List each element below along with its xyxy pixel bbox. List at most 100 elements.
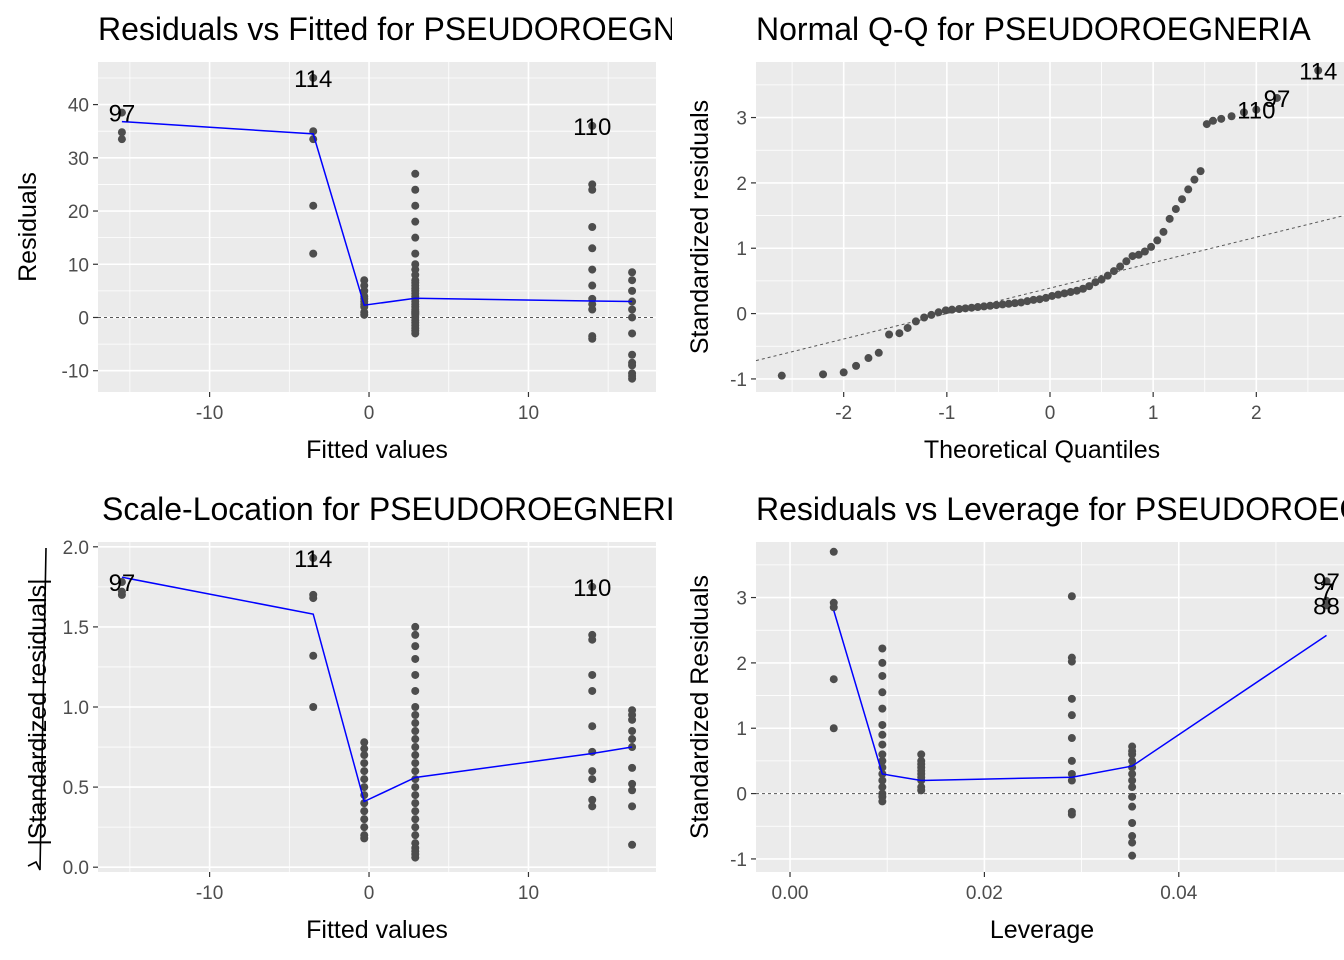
data-point bbox=[874, 348, 883, 357]
data-point bbox=[878, 671, 887, 680]
x-tick-label: 0 bbox=[364, 403, 375, 424]
data-point bbox=[1128, 851, 1137, 860]
data-point bbox=[411, 831, 420, 840]
x-tick-label: 0.02 bbox=[966, 883, 1003, 904]
data-point bbox=[1165, 214, 1174, 223]
data-point bbox=[878, 704, 887, 713]
data-point bbox=[411, 642, 420, 651]
data-point bbox=[360, 744, 369, 753]
data-point bbox=[309, 73, 318, 82]
data-point bbox=[411, 711, 420, 720]
data-point bbox=[1252, 105, 1261, 114]
data-point bbox=[917, 750, 926, 759]
data-point bbox=[1128, 838, 1137, 847]
data-point bbox=[588, 775, 597, 784]
data-point bbox=[628, 268, 637, 277]
data-point bbox=[411, 743, 420, 752]
smooth-line bbox=[833, 610, 1327, 782]
data-point bbox=[1190, 175, 1199, 184]
plot-area bbox=[756, 542, 1344, 872]
data-point bbox=[628, 727, 637, 736]
data-point bbox=[588, 670, 597, 679]
data-point bbox=[961, 304, 970, 313]
y-tick-label: 3 bbox=[736, 589, 747, 610]
gridlines bbox=[98, 62, 656, 392]
gridlines bbox=[756, 62, 1344, 392]
data-point bbox=[411, 185, 420, 194]
x-tick-label: -2 bbox=[835, 403, 852, 424]
data-point bbox=[411, 783, 420, 792]
data-point bbox=[309, 703, 318, 711]
x-tick-label: 1 bbox=[1148, 403, 1159, 424]
data-point bbox=[829, 724, 838, 733]
data-point bbox=[1217, 114, 1226, 123]
point-label: 114 bbox=[294, 546, 332, 573]
data-point bbox=[829, 603, 838, 612]
point-label: 110 bbox=[573, 575, 611, 602]
data-point bbox=[998, 300, 1007, 309]
data-point bbox=[917, 786, 926, 795]
data-point bbox=[1010, 299, 1019, 308]
data-point bbox=[878, 644, 887, 653]
data-point bbox=[1322, 601, 1331, 610]
data-point bbox=[1116, 262, 1125, 271]
data-point bbox=[986, 301, 995, 310]
data-point bbox=[628, 305, 637, 314]
data-point bbox=[411, 307, 420, 316]
data-point bbox=[1202, 120, 1211, 129]
data-point bbox=[1184, 185, 1193, 194]
data-point bbox=[1128, 783, 1137, 792]
data-point bbox=[885, 330, 894, 339]
data-point bbox=[411, 249, 420, 258]
data-point bbox=[411, 853, 420, 862]
data-point bbox=[1103, 271, 1112, 280]
y-tick-label: 0.0 bbox=[63, 858, 89, 879]
y-axis-title: Residuals bbox=[14, 172, 42, 282]
data-point bbox=[588, 747, 597, 756]
y-axis-title-group: |Standardized residuals| bbox=[24, 547, 52, 871]
data-point bbox=[911, 317, 920, 326]
data-point bbox=[117, 128, 126, 137]
data-point bbox=[117, 578, 126, 587]
x-tick-label: 10 bbox=[518, 883, 539, 904]
data-point bbox=[360, 815, 369, 824]
data-point bbox=[948, 305, 956, 314]
y-tick-label: 40 bbox=[68, 96, 89, 117]
data-point bbox=[411, 329, 420, 338]
data-point bbox=[878, 740, 887, 749]
chart-title: Residuals vs Fitted for PSEUDOROEGNERIA bbox=[98, 11, 751, 47]
point-label: 114 bbox=[1299, 58, 1337, 85]
x-tick-label: 0.04 bbox=[1160, 883, 1197, 904]
data-point bbox=[588, 334, 597, 343]
y-tick-label: 10 bbox=[68, 255, 89, 276]
data-point bbox=[628, 286, 637, 295]
point-label: 88 bbox=[1313, 593, 1340, 620]
x-axis-title: Fitted values bbox=[306, 436, 448, 464]
data-point bbox=[628, 374, 637, 383]
data-point bbox=[588, 265, 597, 274]
smooth-line bbox=[121, 576, 633, 803]
data-point bbox=[1072, 286, 1081, 295]
point-label: 110 bbox=[1237, 98, 1275, 125]
axes: -10 0 10 -10 0 10 20 30 40 bbox=[62, 96, 539, 424]
data-point bbox=[360, 759, 369, 768]
data-point bbox=[1067, 810, 1076, 819]
point-label: 97 bbox=[109, 101, 136, 128]
gridlines bbox=[98, 542, 656, 872]
data-point bbox=[117, 587, 126, 596]
x-tick-label: -1 bbox=[938, 403, 955, 424]
data-point bbox=[1128, 818, 1137, 827]
data-point bbox=[309, 201, 318, 210]
data-point bbox=[1140, 247, 1149, 256]
y-axis-title: |Standardized residuals| bbox=[24, 578, 52, 845]
data-point bbox=[992, 301, 1001, 310]
data-point bbox=[411, 799, 420, 808]
data-point bbox=[411, 622, 420, 631]
data-point bbox=[852, 361, 861, 370]
y-tick-label: 1 bbox=[736, 239, 747, 260]
data-point bbox=[588, 767, 597, 776]
data-point bbox=[878, 720, 887, 729]
